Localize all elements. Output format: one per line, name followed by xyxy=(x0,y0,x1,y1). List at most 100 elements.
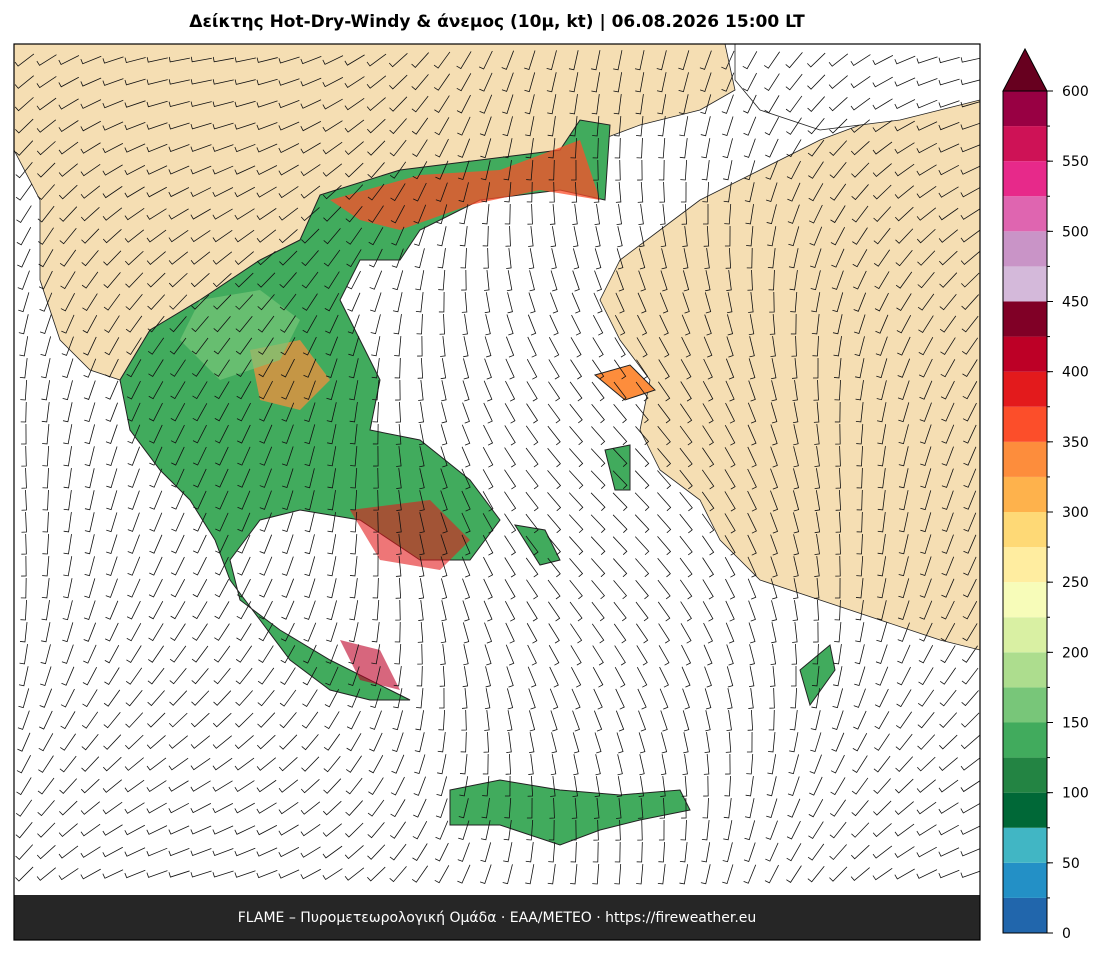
wind-barb xyxy=(785,95,803,113)
wind-barb xyxy=(190,803,212,814)
wind-barb xyxy=(502,94,514,115)
wind-barb xyxy=(743,842,756,862)
wind-barb xyxy=(765,160,779,180)
wind-barb xyxy=(349,556,358,577)
map-title: Δείκτης Hot-Dry-Windy & άνεμος (10μ, kt)… xyxy=(189,12,805,32)
wind-barb xyxy=(170,403,186,422)
wind-barb xyxy=(237,512,251,532)
wind-barb xyxy=(702,579,714,600)
wind-barb xyxy=(412,182,427,202)
wind-barb xyxy=(256,122,278,131)
wind-barb xyxy=(323,228,341,245)
wind-barb xyxy=(256,229,277,243)
wind-barb xyxy=(727,688,733,710)
wind-barb xyxy=(614,116,622,137)
wind-barb xyxy=(368,248,383,268)
wind-barb xyxy=(590,492,606,511)
wind-barb xyxy=(874,271,890,290)
wind-barb xyxy=(547,492,562,512)
wind-barb xyxy=(814,468,821,490)
wind-barb xyxy=(659,314,669,336)
wind-barb xyxy=(234,847,256,857)
wind-barb xyxy=(637,819,643,841)
wind-barb xyxy=(699,72,712,92)
wind-barb xyxy=(616,732,624,754)
wind-barb xyxy=(657,94,667,115)
wind-barb xyxy=(82,315,98,334)
wind-barb xyxy=(503,820,512,841)
wind-barb xyxy=(193,512,207,532)
wind-barb xyxy=(105,402,118,422)
wind-barb xyxy=(236,402,251,422)
wind-barb xyxy=(807,52,826,68)
wind-barb xyxy=(506,710,513,732)
wind-barb xyxy=(124,869,146,879)
wind-barb xyxy=(919,380,933,400)
wind-barb xyxy=(84,402,96,423)
wind-barb xyxy=(850,54,871,66)
wind-barb xyxy=(793,512,800,534)
wind-barb xyxy=(744,182,755,203)
wind-barb xyxy=(190,56,212,63)
wind-barb xyxy=(323,733,341,751)
wind-barb xyxy=(920,446,932,467)
wind-barb xyxy=(235,272,254,288)
wind-barb xyxy=(920,534,932,555)
wind-barb xyxy=(746,247,753,269)
wind-barb xyxy=(234,780,255,792)
colorbar-band xyxy=(1003,827,1047,863)
wind-barb xyxy=(704,688,712,710)
wind-barb xyxy=(235,337,253,355)
greece-mainland xyxy=(119,119,611,701)
wind-barb xyxy=(80,163,101,177)
wind-barb xyxy=(127,468,140,488)
wind-barb xyxy=(190,780,211,792)
wind-barb xyxy=(960,79,980,85)
wind-barb xyxy=(549,314,559,336)
wind-barb xyxy=(190,187,212,197)
wind-barb xyxy=(300,120,322,132)
wind-barb xyxy=(278,143,300,154)
wind-barb xyxy=(389,74,408,90)
wind-barb xyxy=(304,446,315,467)
wind-barb xyxy=(479,72,493,92)
wind-barb xyxy=(190,848,212,856)
wind-barb xyxy=(103,689,121,707)
wind-barb xyxy=(724,225,731,247)
wind-barb xyxy=(809,226,823,246)
wind-barb xyxy=(592,359,605,380)
wind-barb xyxy=(724,557,736,578)
wind-barb xyxy=(830,226,846,246)
wind-barb xyxy=(938,100,960,108)
wind-barb xyxy=(634,492,650,511)
wind-barb xyxy=(506,666,514,688)
wind-barb xyxy=(941,446,954,466)
wind-barb xyxy=(258,600,273,620)
wind-barb xyxy=(237,468,251,488)
wind-barb xyxy=(59,755,77,773)
wind-barb xyxy=(595,226,601,248)
wind-barb xyxy=(326,600,337,621)
wind-barb xyxy=(234,757,255,771)
wind-barb xyxy=(721,72,735,92)
wind-barb xyxy=(192,556,207,576)
wind-barb xyxy=(657,403,671,424)
wind-barb xyxy=(812,357,819,379)
wind-barb xyxy=(126,623,142,642)
wind-barb xyxy=(961,294,979,311)
wind-barb xyxy=(80,120,101,132)
wind-barb xyxy=(396,534,402,555)
wind-barb xyxy=(635,381,649,402)
wind-barb xyxy=(770,490,779,512)
wind-barb xyxy=(256,869,278,879)
wind-barb xyxy=(785,73,803,91)
wind-barb xyxy=(256,143,278,153)
map: FLAME – Πυρομετεωρολογική Ομάδα · ΕΑΑ/ME… xyxy=(14,44,980,940)
wind-barb xyxy=(873,778,891,795)
wind-barb xyxy=(613,359,627,380)
wind-barb xyxy=(682,292,690,314)
wind-barb xyxy=(615,159,621,181)
wind-barb xyxy=(568,514,584,534)
wind-barb xyxy=(461,556,471,578)
